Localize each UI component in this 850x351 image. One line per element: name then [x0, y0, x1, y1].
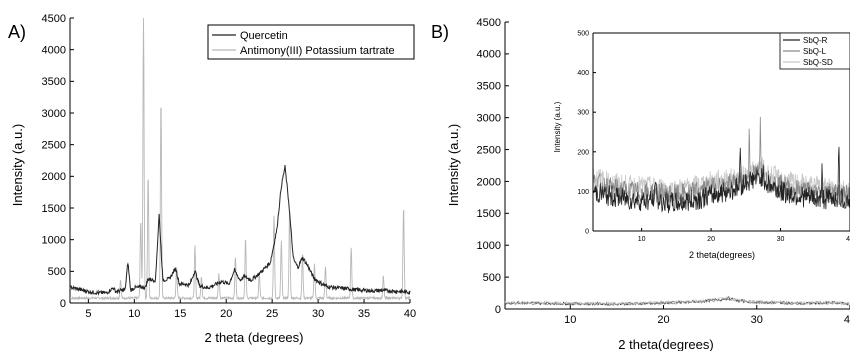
inset-y-tick-label: 0	[585, 228, 589, 235]
inset-x-tick-label: 40	[846, 236, 850, 243]
panel-a-y-tick-label: 1500	[42, 203, 66, 215]
inset-series	[592, 116, 850, 214]
inset-series-line-sbq-r	[592, 146, 850, 214]
panel-b-axes: 1020304005001000150020002500300035004000…	[477, 17, 850, 326]
panel-a-y-tick-label: 4500	[42, 13, 66, 25]
panel-b-x-tick-label: 30	[751, 314, 763, 326]
panel-b-y-tick-label: 0	[495, 304, 501, 316]
panel-a-x-tick-label: 20	[220, 308, 232, 320]
panel-a-legend: Quercetin Antimony(III) Potassium tartra…	[207, 24, 415, 60]
panel-b-y-tick-label: 500	[483, 272, 501, 284]
panel-b-xlabel: 2 theta(degrees)	[618, 337, 713, 351]
inset-x-tick-label: 30	[777, 236, 785, 243]
panel-b-label: B)	[431, 22, 449, 42]
panel-a-x-tick-label: 5	[85, 308, 91, 320]
series-line-sbq-l	[504, 297, 850, 307]
panel-a-axes: 5 10 15 20 25 30 35 40 0 500 1000 1500 2000 2500 3000 3…	[42, 13, 417, 320]
panel-a-y-tick-label: 0	[60, 298, 66, 310]
inset-xlabel: 2 theta(degrees)	[689, 250, 755, 260]
panel-a-y-tick-label: 4000	[42, 45, 66, 57]
panel-a-y-tick-label: 2500	[42, 140, 66, 152]
inset-x-tick-label: 10	[638, 236, 646, 243]
inset-plot: Intensity (a.u.) 2 theta(degrees) 10 20 30…	[553, 30, 850, 260]
panel-a-y-tick-label: 3500	[42, 76, 66, 88]
panel-b-y-tick-label: 3500	[477, 81, 501, 93]
panel-a-x-tick-label: 25	[266, 308, 278, 320]
panel-a-ylabel: Intensity (a.u.)	[10, 124, 25, 206]
panel-b-y-tick-label: 4000	[477, 49, 501, 61]
panel-a-x-tick-label: 35	[358, 308, 370, 320]
inset-y-tick-label: 100	[577, 189, 589, 196]
inset-y-tick-label: 300	[577, 110, 589, 117]
panel-b-x-tick-label: 40	[844, 314, 850, 326]
series-line-antimony	[69, 17, 411, 301]
panel-a-xlabel: 2 theta (degrees)	[204, 330, 303, 345]
inset-x-tick-label: 20	[707, 236, 715, 243]
panel-b-y-tick-label: 1000	[477, 240, 501, 252]
panel-a-x-tick-label: 30	[312, 308, 324, 320]
panel-a-y-tick-label: 3000	[42, 108, 66, 120]
panel-a-y-tick-label: 500	[48, 266, 66, 278]
series-line-sbq-sd	[504, 296, 850, 305]
panel-a-x-tick-label: 10	[128, 308, 140, 320]
legend-label-antimony: Antimony(III) Potassium tartrate	[240, 45, 395, 57]
legend-label-sbq-l: SbQ-L	[803, 47, 827, 56]
panel-a-y-tick-label: 2000	[42, 171, 66, 183]
panel-b-ylabel: Intensity (a.u.)	[446, 124, 461, 206]
inset-series-line-sbq-sd	[592, 157, 850, 201]
panel-b-series	[504, 296, 850, 307]
panel-b-y-tick-label: 4500	[477, 17, 501, 29]
legend-label-sbq-r: SbQ-R	[803, 36, 828, 45]
panel-b: B) Intensity (a.u.) 2 theta(degrees) 10 2…	[431, 17, 850, 351]
series-line-quercetin	[69, 165, 411, 296]
panel-a-y-tick-label: 1000	[42, 235, 66, 247]
panel-b-y-tick-label: 3000	[477, 113, 501, 125]
panel-a-label: A)	[8, 22, 26, 42]
panel-a-series	[69, 17, 411, 301]
legend-label-quercetin: Quercetin	[240, 30, 288, 42]
panel-a: A) Intensity (a.u.) 2 theta (degrees) 5 1…	[8, 13, 416, 345]
inset-y-tick-label: 500	[577, 30, 589, 37]
panel-b-y-tick-label: 2500	[477, 144, 501, 156]
panel-a-x-tick-label: 15	[174, 308, 186, 320]
panel-b-y-tick-label: 1500	[477, 208, 501, 220]
panel-b-x-tick-label: 20	[657, 314, 669, 326]
inset-ylabel: Intensity (a.u.)	[553, 101, 562, 152]
panel-a-x-tick-label: 40	[404, 308, 416, 320]
inset-y-tick-label: 200	[577, 149, 589, 156]
inset-y-tick-label: 400	[577, 70, 589, 77]
panel-b-x-tick-label: 10	[564, 314, 576, 326]
inset-legend: SbQ-R SbQ-L SbQ-SD	[779, 32, 850, 70]
panel-a-legend-box	[207, 24, 415, 60]
legend-label-sbq-sd: SbQ-SD	[803, 58, 833, 67]
panel-b-y-tick-label: 2000	[477, 176, 501, 188]
